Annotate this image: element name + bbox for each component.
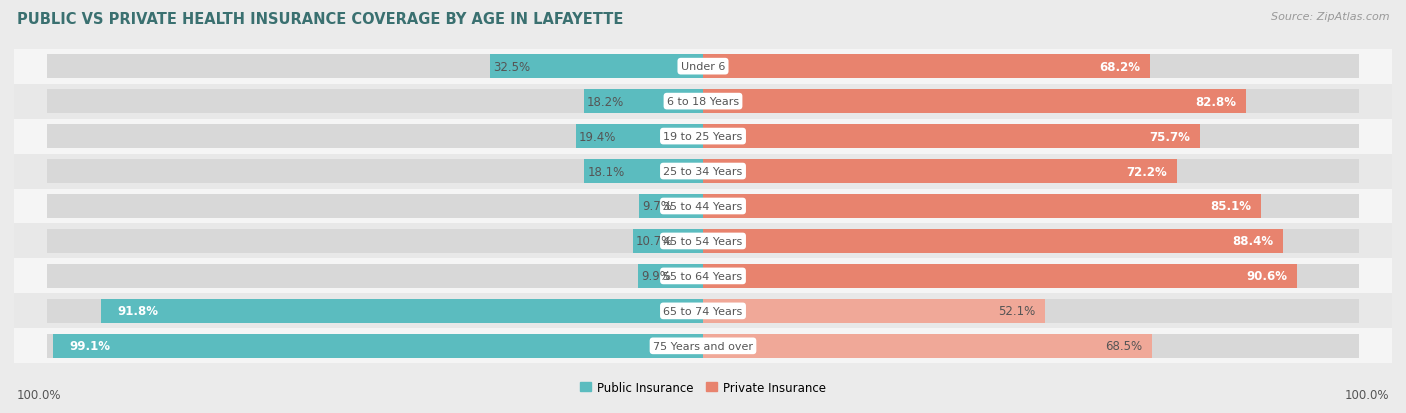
FancyBboxPatch shape bbox=[14, 154, 1392, 189]
Bar bbox=[703, 299, 1045, 323]
Bar bbox=[46, 160, 703, 183]
Bar bbox=[46, 264, 703, 288]
Bar bbox=[703, 55, 1360, 79]
Bar bbox=[703, 90, 1246, 114]
Text: 85.1%: 85.1% bbox=[1211, 200, 1251, 213]
FancyBboxPatch shape bbox=[14, 50, 1392, 84]
Bar bbox=[703, 334, 1153, 358]
Bar bbox=[46, 230, 703, 253]
Bar bbox=[46, 334, 703, 358]
Text: 65 to 74 Years: 65 to 74 Years bbox=[664, 306, 742, 316]
Text: 25 to 34 Years: 25 to 34 Years bbox=[664, 166, 742, 177]
Text: 100.0%: 100.0% bbox=[1344, 388, 1389, 401]
Text: 18.2%: 18.2% bbox=[586, 95, 624, 108]
Text: 72.2%: 72.2% bbox=[1126, 165, 1167, 178]
Bar bbox=[489, 55, 703, 79]
FancyBboxPatch shape bbox=[14, 119, 1392, 154]
FancyBboxPatch shape bbox=[14, 294, 1392, 329]
Text: PUBLIC VS PRIVATE HEALTH INSURANCE COVERAGE BY AGE IN LAFAYETTE: PUBLIC VS PRIVATE HEALTH INSURANCE COVER… bbox=[17, 12, 623, 27]
Text: 100.0%: 100.0% bbox=[17, 388, 62, 401]
Bar bbox=[703, 195, 1360, 218]
Bar bbox=[640, 195, 703, 218]
Text: 19.4%: 19.4% bbox=[579, 130, 616, 143]
Bar bbox=[703, 264, 1298, 288]
Bar bbox=[703, 230, 1284, 253]
Text: 88.4%: 88.4% bbox=[1232, 235, 1274, 248]
Text: 91.8%: 91.8% bbox=[117, 305, 157, 318]
FancyBboxPatch shape bbox=[14, 189, 1392, 224]
Bar bbox=[46, 55, 703, 79]
Bar bbox=[703, 160, 1177, 183]
Bar bbox=[703, 334, 1360, 358]
Bar bbox=[46, 299, 703, 323]
Text: 90.6%: 90.6% bbox=[1247, 270, 1288, 283]
Text: 68.5%: 68.5% bbox=[1105, 339, 1143, 352]
Bar bbox=[46, 125, 703, 149]
FancyBboxPatch shape bbox=[14, 329, 1392, 363]
Text: 35 to 44 Years: 35 to 44 Years bbox=[664, 202, 742, 211]
Text: 99.1%: 99.1% bbox=[69, 339, 110, 352]
Bar bbox=[575, 125, 703, 149]
Text: Under 6: Under 6 bbox=[681, 62, 725, 72]
Text: 9.7%: 9.7% bbox=[643, 200, 672, 213]
Text: 32.5%: 32.5% bbox=[494, 61, 530, 74]
Text: 75.7%: 75.7% bbox=[1149, 130, 1189, 143]
Text: 55 to 64 Years: 55 to 64 Years bbox=[664, 271, 742, 281]
Bar bbox=[53, 334, 703, 358]
Bar bbox=[703, 230, 1360, 253]
FancyBboxPatch shape bbox=[14, 259, 1392, 294]
FancyBboxPatch shape bbox=[14, 224, 1392, 259]
Bar bbox=[101, 299, 703, 323]
Bar bbox=[703, 55, 1150, 79]
Text: 18.1%: 18.1% bbox=[588, 165, 624, 178]
FancyBboxPatch shape bbox=[14, 84, 1392, 119]
Text: 68.2%: 68.2% bbox=[1099, 61, 1140, 74]
Bar bbox=[703, 299, 1360, 323]
Bar bbox=[703, 125, 1199, 149]
Text: 9.9%: 9.9% bbox=[641, 270, 671, 283]
Bar bbox=[633, 230, 703, 253]
Text: 52.1%: 52.1% bbox=[998, 305, 1035, 318]
Text: 45 to 54 Years: 45 to 54 Years bbox=[664, 236, 742, 247]
Text: 6 to 18 Years: 6 to 18 Years bbox=[666, 97, 740, 107]
Bar bbox=[583, 90, 703, 114]
Text: Source: ZipAtlas.com: Source: ZipAtlas.com bbox=[1271, 12, 1389, 22]
Text: 10.7%: 10.7% bbox=[636, 235, 673, 248]
Bar bbox=[46, 195, 703, 218]
Text: 19 to 25 Years: 19 to 25 Years bbox=[664, 132, 742, 142]
Bar bbox=[703, 90, 1360, 114]
Legend: Public Insurance, Private Insurance: Public Insurance, Private Insurance bbox=[575, 376, 831, 399]
Bar bbox=[703, 195, 1261, 218]
Bar bbox=[703, 125, 1360, 149]
Bar bbox=[703, 264, 1360, 288]
Bar bbox=[46, 90, 703, 114]
Text: 82.8%: 82.8% bbox=[1195, 95, 1236, 108]
Text: 75 Years and over: 75 Years and over bbox=[652, 341, 754, 351]
Bar bbox=[703, 160, 1360, 183]
Bar bbox=[585, 160, 703, 183]
Bar bbox=[638, 264, 703, 288]
